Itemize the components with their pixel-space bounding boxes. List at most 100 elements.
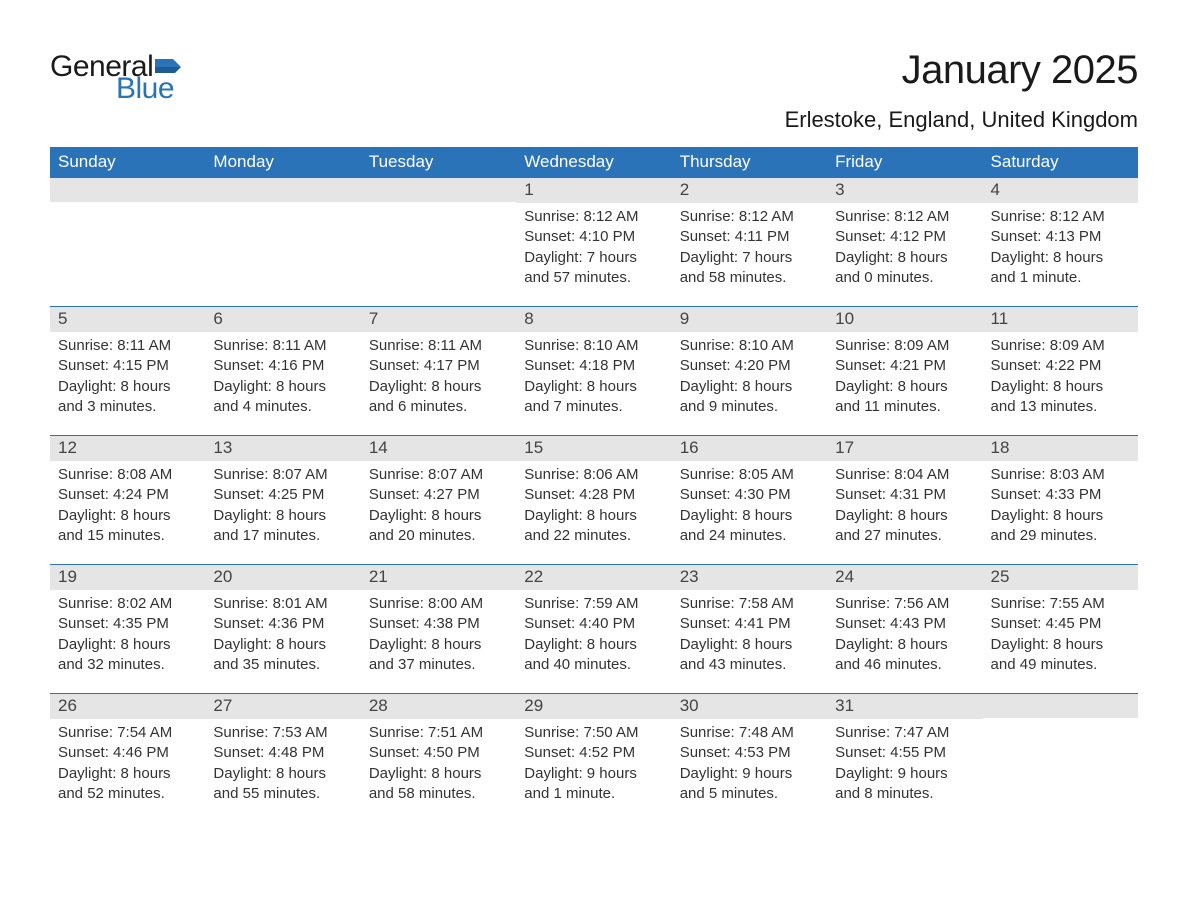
day-line: Daylight: 8 hours and 43 minutes. <box>680 635 819 676</box>
weekday-header: Friday <box>827 147 982 178</box>
day-number: 16 <box>672 436 827 461</box>
weekday-header: Monday <box>205 147 360 178</box>
day-cell: 28Sunrise: 7:51 AMSunset: 4:50 PMDayligh… <box>361 694 516 816</box>
day-line: Sunrise: 7:47 AM <box>835 723 974 743</box>
day-line: Sunrise: 7:54 AM <box>58 723 197 743</box>
day-line: Sunset: 4:22 PM <box>991 356 1130 376</box>
month-title: January 2025 <box>785 48 1138 93</box>
day-content: Sunrise: 8:12 AMSunset: 4:13 PMDaylight:… <box>983 203 1138 292</box>
day-line: Sunrise: 7:53 AM <box>213 723 352 743</box>
week-row: 26Sunrise: 7:54 AMSunset: 4:46 PMDayligh… <box>50 693 1138 816</box>
day-line: Sunset: 4:35 PM <box>58 614 197 634</box>
day-cell <box>983 694 1138 816</box>
day-line: Sunrise: 8:05 AM <box>680 465 819 485</box>
day-number: 9 <box>672 307 827 332</box>
day-line: Sunrise: 8:12 AM <box>524 207 663 227</box>
day-line: Sunrise: 8:11 AM <box>58 336 197 356</box>
day-line: Sunset: 4:10 PM <box>524 227 663 247</box>
day-line: Sunrise: 8:12 AM <box>991 207 1130 227</box>
day-line: Daylight: 8 hours and 13 minutes. <box>991 377 1130 418</box>
day-content: Sunrise: 7:50 AMSunset: 4:52 PMDaylight:… <box>516 719 671 808</box>
day-number: 17 <box>827 436 982 461</box>
day-number: 11 <box>983 307 1138 332</box>
day-line: Sunrise: 8:03 AM <box>991 465 1130 485</box>
day-cell: 23Sunrise: 7:58 AMSunset: 4:41 PMDayligh… <box>672 565 827 687</box>
day-content: Sunrise: 8:11 AMSunset: 4:17 PMDaylight:… <box>361 332 516 421</box>
week-row: 1Sunrise: 8:12 AMSunset: 4:10 PMDaylight… <box>50 178 1138 300</box>
day-line: Daylight: 8 hours and 6 minutes. <box>369 377 508 418</box>
day-number: 20 <box>205 565 360 590</box>
day-line: Daylight: 8 hours and 46 minutes. <box>835 635 974 676</box>
day-cell: 13Sunrise: 8:07 AMSunset: 4:25 PMDayligh… <box>205 436 360 558</box>
day-number: 12 <box>50 436 205 461</box>
day-cell <box>205 178 360 300</box>
day-content: Sunrise: 7:53 AMSunset: 4:48 PMDaylight:… <box>205 719 360 808</box>
day-cell: 14Sunrise: 8:07 AMSunset: 4:27 PMDayligh… <box>361 436 516 558</box>
title-block: January 2025 Erlestoke, England, United … <box>785 48 1138 133</box>
day-line: Daylight: 9 hours and 1 minute. <box>524 764 663 805</box>
day-content: Sunrise: 8:04 AMSunset: 4:31 PMDaylight:… <box>827 461 982 550</box>
day-line: Sunset: 4:53 PM <box>680 743 819 763</box>
day-content: Sunrise: 8:12 AMSunset: 4:12 PMDaylight:… <box>827 203 982 292</box>
day-content: Sunrise: 8:11 AMSunset: 4:15 PMDaylight:… <box>50 332 205 421</box>
day-content: Sunrise: 8:09 AMSunset: 4:22 PMDaylight:… <box>983 332 1138 421</box>
day-number: 23 <box>672 565 827 590</box>
day-cell: 31Sunrise: 7:47 AMSunset: 4:55 PMDayligh… <box>827 694 982 816</box>
weekday-header: Saturday <box>983 147 1138 178</box>
day-cell: 1Sunrise: 8:12 AMSunset: 4:10 PMDaylight… <box>516 178 671 300</box>
day-line: Sunrise: 8:12 AM <box>835 207 974 227</box>
day-line: Sunset: 4:50 PM <box>369 743 508 763</box>
logo-text-blue: Blue <box>116 74 181 104</box>
day-line: Sunrise: 8:01 AM <box>213 594 352 614</box>
day-line: Sunrise: 8:06 AM <box>524 465 663 485</box>
day-line: Sunset: 4:21 PM <box>835 356 974 376</box>
day-cell: 8Sunrise: 8:10 AMSunset: 4:18 PMDaylight… <box>516 307 671 429</box>
day-line: Sunset: 4:46 PM <box>58 743 197 763</box>
day-cell: 7Sunrise: 8:11 AMSunset: 4:17 PMDaylight… <box>361 307 516 429</box>
day-number: 5 <box>50 307 205 332</box>
day-line: Sunrise: 8:00 AM <box>369 594 508 614</box>
day-line: Daylight: 8 hours and 29 minutes. <box>991 506 1130 547</box>
weekday-header: Wednesday <box>516 147 671 178</box>
day-cell: 21Sunrise: 8:00 AMSunset: 4:38 PMDayligh… <box>361 565 516 687</box>
day-content: Sunrise: 7:58 AMSunset: 4:41 PMDaylight:… <box>672 590 827 679</box>
day-number: 21 <box>361 565 516 590</box>
day-number: 13 <box>205 436 360 461</box>
day-line: Sunset: 4:33 PM <box>991 485 1130 505</box>
day-line: Sunset: 4:43 PM <box>835 614 974 634</box>
day-line: Sunset: 4:28 PM <box>524 485 663 505</box>
day-line: Sunrise: 8:04 AM <box>835 465 974 485</box>
day-content: Sunrise: 7:56 AMSunset: 4:43 PMDaylight:… <box>827 590 982 679</box>
day-number: 25 <box>983 565 1138 590</box>
day-line: Sunrise: 7:55 AM <box>991 594 1130 614</box>
day-content: Sunrise: 7:47 AMSunset: 4:55 PMDaylight:… <box>827 719 982 808</box>
week-row: 12 Sunrise: 8:08 AMSunset: 4:24 PM Dayligh… <box>50 435 1138 558</box>
day-line: Daylight: 8 hours and 40 minutes. <box>524 635 663 676</box>
day-line: Sunset: 4:16 PM <box>213 356 352 376</box>
day-line: Daylight: 8 hours and 55 minutes. <box>213 764 352 805</box>
weekday-header: Sunday <box>50 147 205 178</box>
day-line: Daylight: 8 hours and 1 minute. <box>991 248 1130 289</box>
day-line: Sunset: 4:24 PM <box>58 485 197 505</box>
day-cell: 17Sunrise: 8:04 AMSunset: 4:31 PMDayligh… <box>827 436 982 558</box>
day-line: Daylight: 8 hours and 22 minutes. <box>524 506 663 547</box>
day-cell: 29Sunrise: 7:50 AMSunset: 4:52 PMDayligh… <box>516 694 671 816</box>
day-number <box>983 694 1138 718</box>
day-cell: 27Sunrise: 7:53 AMSunset: 4:48 PMDayligh… <box>205 694 360 816</box>
calendar: SundayMondayTuesdayWednesdayThursdayFrid… <box>50 147 1138 816</box>
day-content: Sunrise: 8:10 AMSunset: 4:18 PMDaylight:… <box>516 332 671 421</box>
logo: General Blue <box>50 48 181 104</box>
day-line: Sunset: 4:25 PM <box>213 485 352 505</box>
day-cell: 4Sunrise: 8:12 AMSunset: 4:13 PMDaylight… <box>983 178 1138 300</box>
day-number: 27 <box>205 694 360 719</box>
day-line: Sunrise: 8:07 AM <box>369 465 508 485</box>
day-content: Sunrise: 8:03 AMSunset: 4:33 PMDaylight:… <box>983 461 1138 550</box>
day-line: Daylight: 8 hours and 17 minutes. <box>213 506 352 547</box>
weekday-header: Thursday <box>672 147 827 178</box>
day-line: Sunset: 4:13 PM <box>991 227 1130 247</box>
day-line: Daylight: 8 hours and 27 minutes. <box>835 506 974 547</box>
day-line: Sunrise: 8:08 AM <box>58 465 197 485</box>
day-number: 14 <box>361 436 516 461</box>
day-number: 3 <box>827 178 982 203</box>
day-line: Sunrise: 8:11 AM <box>369 336 508 356</box>
